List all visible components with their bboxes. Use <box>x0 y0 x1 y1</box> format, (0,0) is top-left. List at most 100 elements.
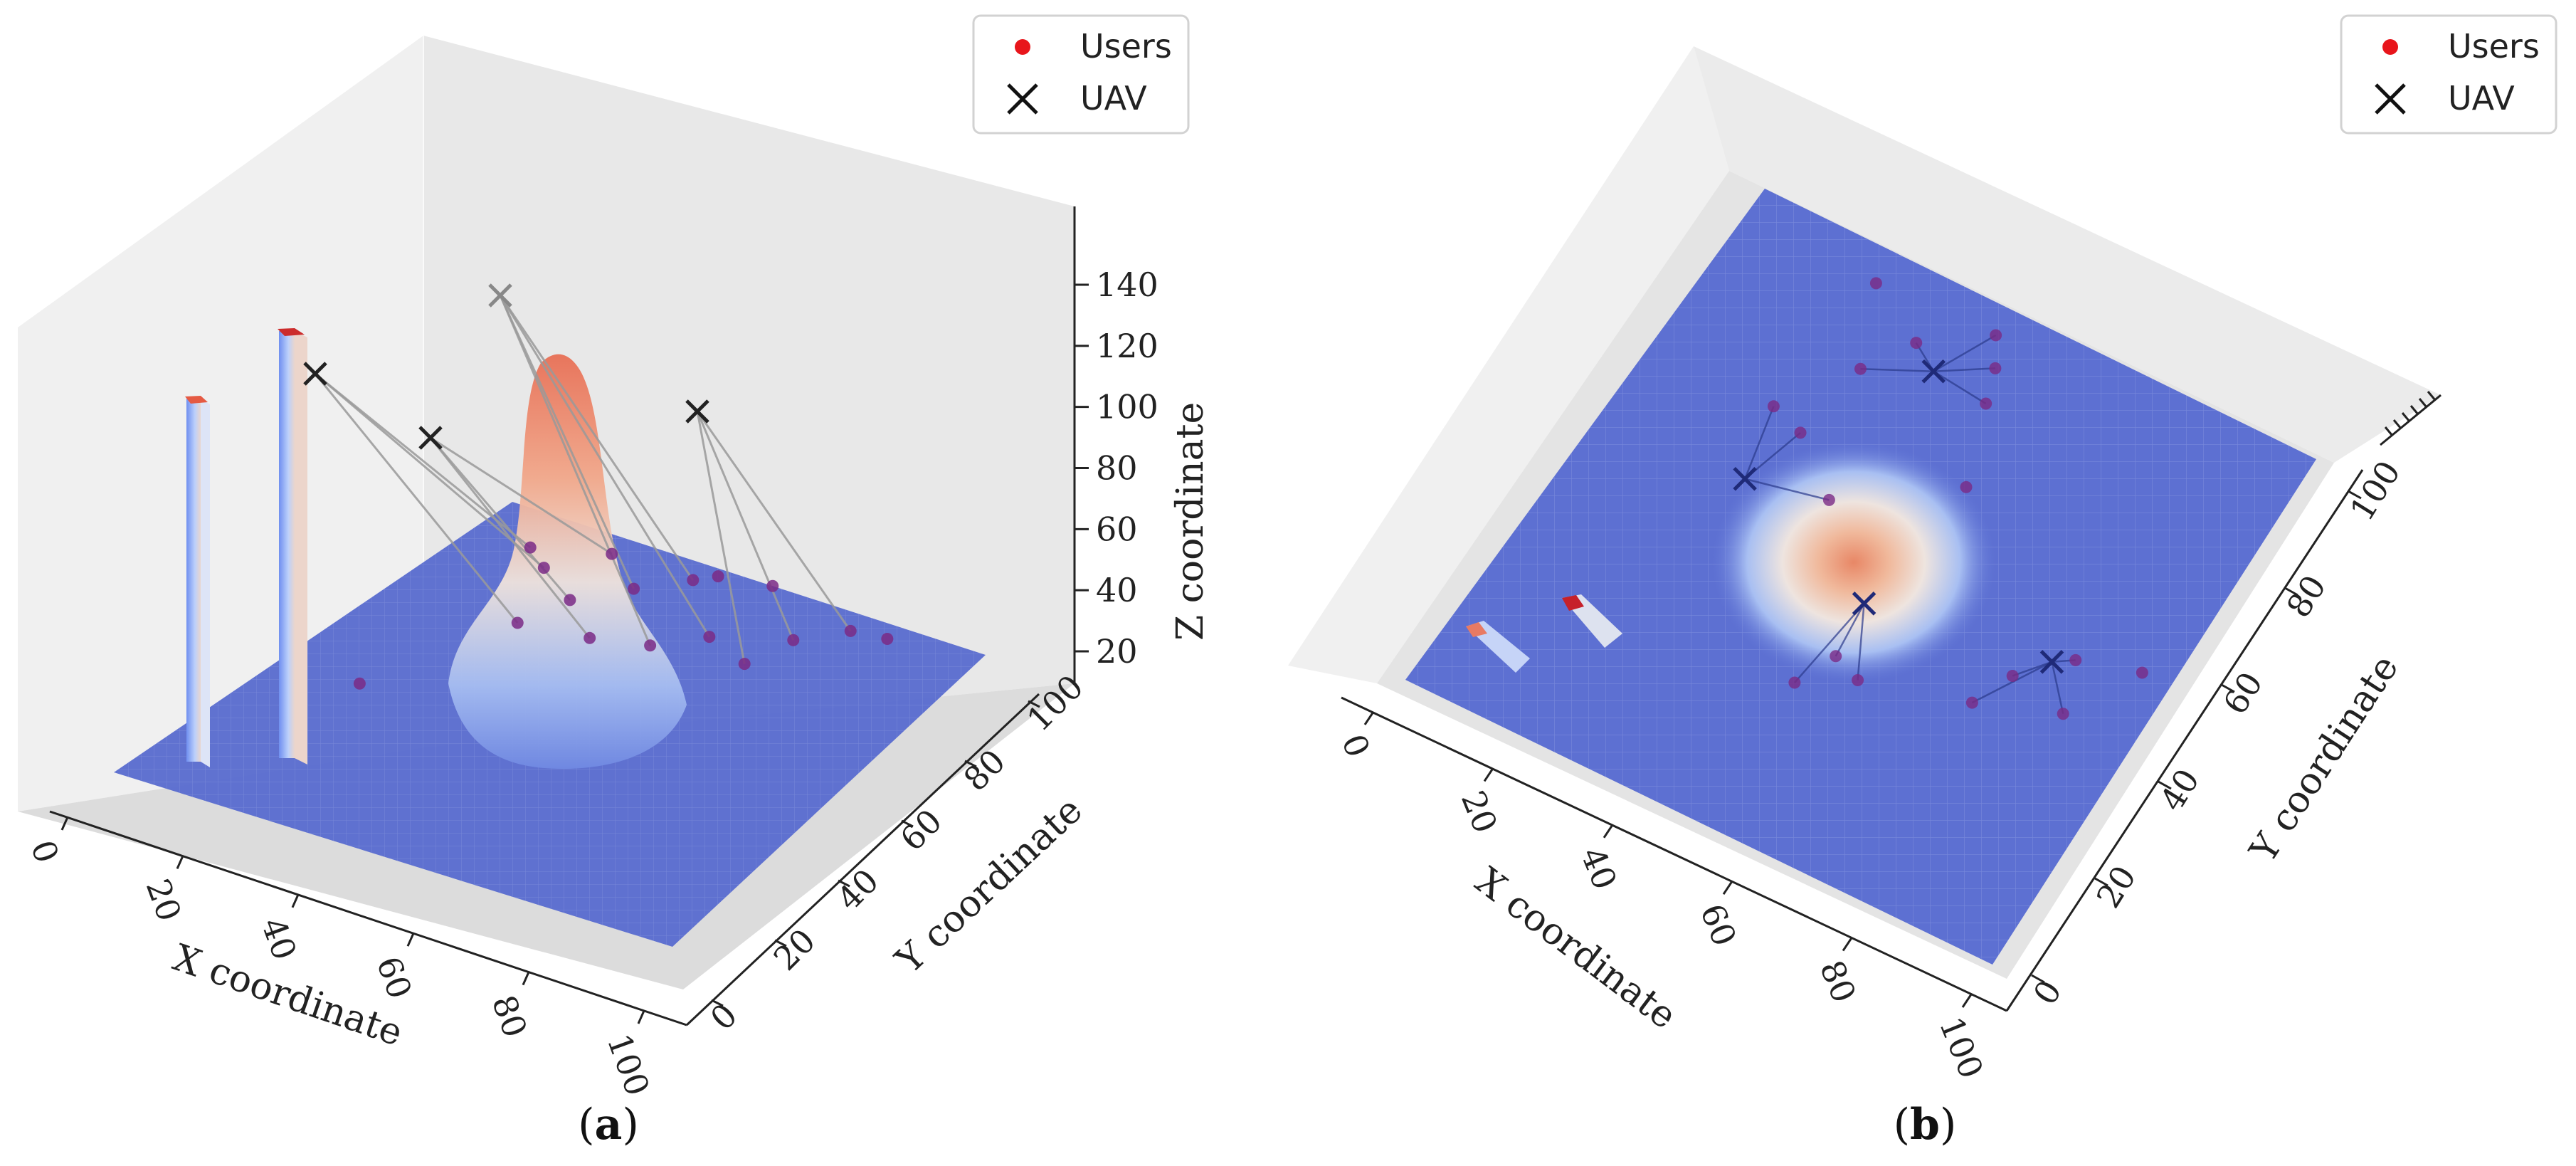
y-tick <box>711 999 724 1007</box>
z-tick-label: 140 <box>1096 266 1158 304</box>
z-tick-label: 120 <box>1096 327 1158 365</box>
user-point <box>2006 669 2019 682</box>
user-point <box>1990 329 2002 342</box>
users <box>1767 277 2148 720</box>
x-tick <box>1483 767 1494 782</box>
y-tick-label: 20 <box>2089 859 2144 915</box>
building <box>1562 595 1584 611</box>
user-point <box>1869 277 1882 290</box>
pane-left <box>1288 46 1729 683</box>
link-line <box>314 373 519 624</box>
user-point <box>1852 673 1864 686</box>
uav-marker <box>2039 650 2064 674</box>
legend-users-label: Users <box>1080 27 1172 65</box>
user-point <box>787 634 800 646</box>
user-point <box>644 639 657 652</box>
uav-user-links <box>314 295 852 664</box>
user-point <box>2069 653 2082 666</box>
y-axis-line <box>2005 469 2364 1012</box>
user-point <box>1989 362 2002 374</box>
x-tick-label: 60 <box>1693 898 1744 952</box>
link-line <box>1933 334 1997 372</box>
x-tick <box>522 971 530 986</box>
uav-marker <box>685 399 709 424</box>
user-point <box>1822 493 1835 506</box>
building <box>1466 622 1487 637</box>
legend-uav-label: UAV <box>1080 79 1147 117</box>
link-line <box>1835 603 1865 657</box>
y-axis-label: Y coordinate <box>2242 648 2407 871</box>
y-axis-line <box>685 693 1040 1026</box>
link-line <box>1933 367 1995 372</box>
x-tick-label: 40 <box>254 913 305 965</box>
buildings <box>1466 594 1622 673</box>
x-tick <box>1722 881 1733 895</box>
y-tick <box>774 939 787 947</box>
z-axis-collapsed-ticks <box>2380 391 2442 446</box>
x-tick <box>1842 937 1853 952</box>
z-tick-label: 80 <box>1096 449 1138 488</box>
x-tick-label: 80 <box>485 990 535 1042</box>
building <box>278 328 305 336</box>
buildings <box>185 328 307 767</box>
x-tick-label: 60 <box>369 951 420 1003</box>
link-line <box>1933 370 1987 405</box>
pane-left <box>18 36 423 812</box>
y-tick-label: 20 <box>766 921 823 978</box>
link-line <box>696 411 795 641</box>
building <box>185 396 208 404</box>
x-tick <box>406 933 415 947</box>
user-point <box>2057 708 2069 720</box>
link-line <box>1744 478 1830 501</box>
user-point <box>1767 400 1780 413</box>
x-tick <box>176 855 184 870</box>
y-tick-label: 0 <box>703 996 745 1038</box>
pane-top <box>1694 46 2441 463</box>
users <box>353 541 894 690</box>
y-tick <box>964 760 977 768</box>
user-point <box>1960 480 1973 493</box>
y-tick <box>2094 877 2108 887</box>
z-ticks: 20 40 60 80 100 120 140 <box>1075 266 1158 671</box>
link-line <box>2051 661 2064 714</box>
user-point <box>1830 650 1842 663</box>
link-line <box>430 436 613 555</box>
x-tick-label: 0 <box>23 835 67 868</box>
user-point <box>524 541 537 554</box>
user-point <box>1910 337 1923 350</box>
caption-b: (b) <box>1894 1100 1957 1150</box>
link-line <box>2012 661 2052 677</box>
y-tick <box>1028 700 1040 708</box>
uav-marker <box>1733 466 1757 491</box>
link-line <box>696 411 852 632</box>
x-tick-label: 40 <box>1573 842 1625 895</box>
y-tick-label: 40 <box>830 861 887 918</box>
user-point <box>511 616 524 629</box>
user-point <box>703 631 716 644</box>
user-point <box>606 547 618 560</box>
x-tick <box>637 1010 645 1024</box>
user-point <box>1788 676 1801 689</box>
user-point <box>766 579 779 592</box>
user-point <box>1980 397 1992 410</box>
link-line <box>499 295 695 581</box>
legend-users-marker <box>2382 39 2398 55</box>
user-point <box>628 582 640 595</box>
link-line <box>315 372 545 569</box>
link-line <box>1743 406 1775 480</box>
link-line <box>1860 367 1934 372</box>
y-tick <box>2348 490 2362 500</box>
legend-users-marker <box>1015 39 1030 55</box>
hill-surface <box>1711 441 1996 683</box>
legend-uav-label: UAV <box>2448 79 2515 117</box>
x-tick <box>1603 824 1614 839</box>
building <box>186 399 201 762</box>
uavs <box>1733 359 2064 674</box>
link-line <box>499 295 635 589</box>
link-line <box>429 437 591 639</box>
link-line <box>499 295 651 646</box>
y-tick <box>2284 587 2298 597</box>
x-tick-label: 100 <box>1932 1012 1991 1084</box>
